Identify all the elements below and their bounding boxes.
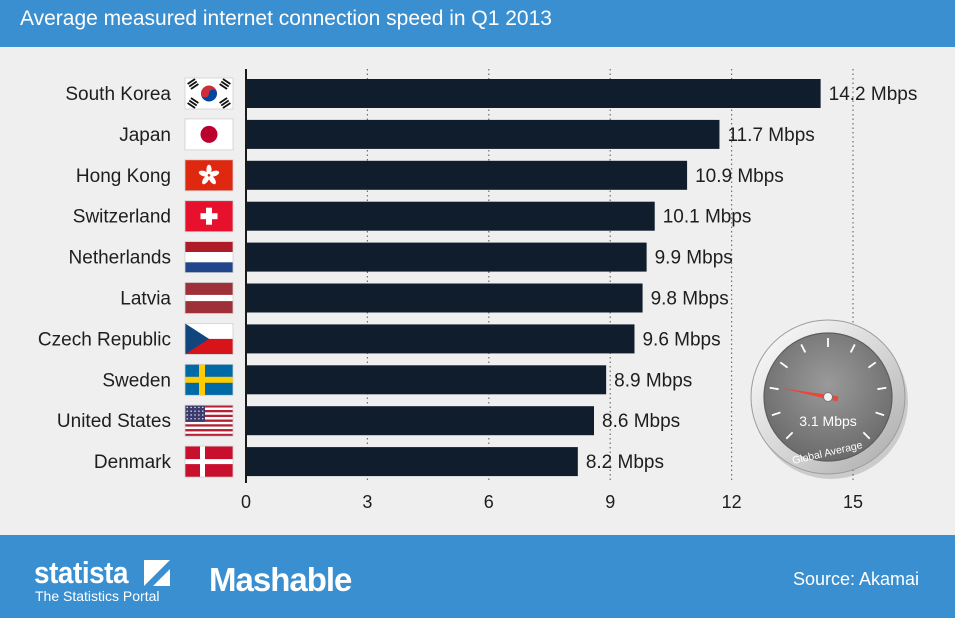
bar (247, 406, 595, 436)
data-label: 10.9 Mbps (695, 166, 784, 187)
bar (247, 160, 688, 190)
south-korea-flag-icon (184, 77, 234, 110)
data-label: 9.8 Mbps (651, 289, 729, 310)
x-axis: 0 3 6 9 12 15 (241, 69, 863, 512)
data-label: 11.7 Mbps (727, 125, 814, 146)
gauge-tick (867, 361, 877, 369)
bars (247, 79, 821, 477)
category-label: United States (57, 411, 171, 432)
gauge-tick (849, 344, 856, 353)
x-tick-label: 12 (722, 492, 742, 512)
data-label: 9.6 Mbps (642, 329, 720, 350)
gauge-tick (779, 361, 789, 369)
bar (247, 447, 578, 477)
source-note: Source: Akamai (792, 569, 919, 589)
category-label: Switzerland (73, 207, 171, 228)
bar (247, 119, 720, 149)
data-label: 8.2 Mbps (586, 452, 664, 473)
gauge-tick (769, 386, 779, 391)
flags (184, 77, 234, 478)
gauge-hub (823, 392, 833, 402)
data-label: 10.1 Mbps (663, 207, 752, 228)
gauge-tick (785, 431, 794, 440)
sweden-flag-icon (184, 363, 234, 396)
labels: South Korea 14.2 Mbps Japan 11.7 Mbps Hong K… (38, 84, 917, 473)
hong-kong-flag-icon (184, 159, 234, 192)
data-label: 14.2 Mbps (829, 84, 918, 105)
statista-tagline: The Statistics Portal (35, 588, 160, 604)
category-label: Japan (119, 125, 171, 146)
x-tick-label: 15 (843, 492, 863, 512)
japan-flag-icon (184, 118, 234, 151)
mashable-logo[interactable]: Mashable (209, 561, 352, 598)
gauge-tick (862, 431, 871, 440)
x-tick-label: 6 (484, 492, 494, 512)
bar (247, 79, 821, 108)
footer-bar: statista The Statistics Portal Mashable … (0, 535, 955, 618)
statista-logo[interactable]: statista (34, 555, 129, 590)
gauge-value-label: 3.1 Mbps (799, 413, 857, 429)
switzerland-flag-icon (184, 200, 234, 233)
bar (247, 201, 655, 231)
gauge-tick (877, 386, 887, 391)
gauge-tick (771, 411, 781, 417)
category-label: Latvia (120, 289, 171, 310)
x-tick-label: 9 (605, 492, 615, 512)
netherlands-flag-icon (184, 241, 234, 274)
chart-area: South Korea 14.2 Mbps Japan 11.7 Mbps Hong K… (0, 47, 955, 535)
united-states-flag-icon (184, 404, 234, 437)
category-label: Denmark (94, 452, 172, 473)
statista-logo-icon (144, 560, 170, 586)
x-tick-label: 3 (362, 492, 372, 512)
category-label: South Korea (65, 84, 171, 105)
bar (247, 365, 607, 395)
bar-chart: South Korea 14.2 Mbps Japan 11.7 Mbps Hong K… (38, 69, 917, 512)
category-label: Netherlands (69, 248, 171, 269)
chart-title: Average measured internet connection spe… (20, 7, 552, 30)
data-label: 9.9 Mbps (655, 248, 733, 269)
category-label: Hong Kong (76, 166, 171, 187)
gauge-tick (875, 411, 885, 417)
bar (247, 242, 647, 272)
x-tick-label: 0 (241, 492, 251, 512)
data-label: 8.9 Mbps (614, 370, 692, 391)
bar (247, 324, 635, 354)
gauge-tick (800, 344, 807, 353)
category-label: Sweden (102, 370, 171, 391)
denmark-flag-icon (184, 445, 234, 478)
header-bar: Average measured internet connection spe… (0, 0, 955, 47)
latvia-flag-icon (184, 282, 234, 314)
bar (247, 283, 643, 313)
data-label: 8.6 Mbps (602, 411, 680, 432)
category-label: Czech Republic (38, 329, 171, 350)
czech-republic-flag-icon (184, 322, 234, 355)
